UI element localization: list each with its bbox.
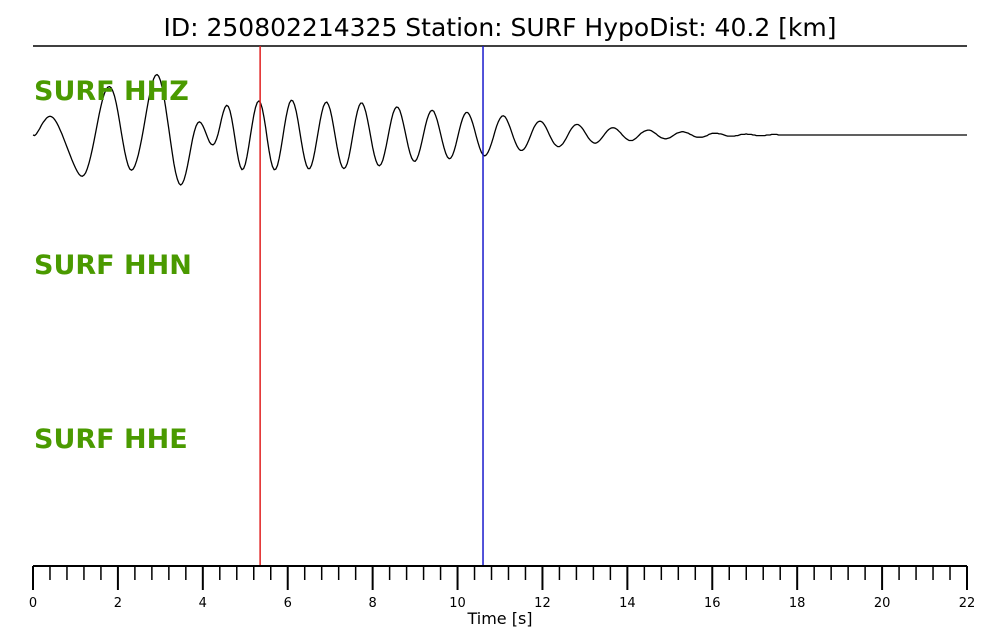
tick-label: 2	[114, 596, 122, 611]
channel-label-hhz: SURF HHZ	[34, 76, 189, 107]
tick-label: 6	[284, 596, 292, 611]
tick-label: 8	[368, 596, 376, 611]
phase-marker-group	[259, 46, 484, 566]
tick-label: 22	[959, 596, 976, 611]
trace-group	[32, 73, 967, 186]
time-axis-ticks: 0 2 4 6 8 10 12 14 16 18 20 22	[29, 566, 975, 611]
tick-label: 4	[199, 596, 207, 611]
x-axis-label: Time [s]	[466, 609, 532, 628]
time-axis: 0 2 4 6 8 10 12 14 16 18 20 22 Time [s]	[29, 565, 975, 628]
tick-label: 16	[704, 596, 721, 611]
tick-label: 10	[449, 596, 466, 611]
tick-label: 14	[619, 596, 636, 611]
tick-label: 20	[874, 596, 891, 611]
channel-label-hhn: SURF HHN	[34, 250, 192, 281]
tick-label: 0	[29, 596, 37, 611]
trace-hhz	[32, 73, 967, 186]
plot-title: ID: 250802214325 Station: SURF HypoDist:…	[163, 13, 836, 42]
channel-label-hhe: SURF HHE	[34, 424, 188, 455]
tick-label: 18	[789, 596, 806, 611]
tick-label: 12	[534, 596, 551, 611]
channel-label-group: SURF HHZ SURF HHN SURF HHE	[34, 76, 192, 455]
